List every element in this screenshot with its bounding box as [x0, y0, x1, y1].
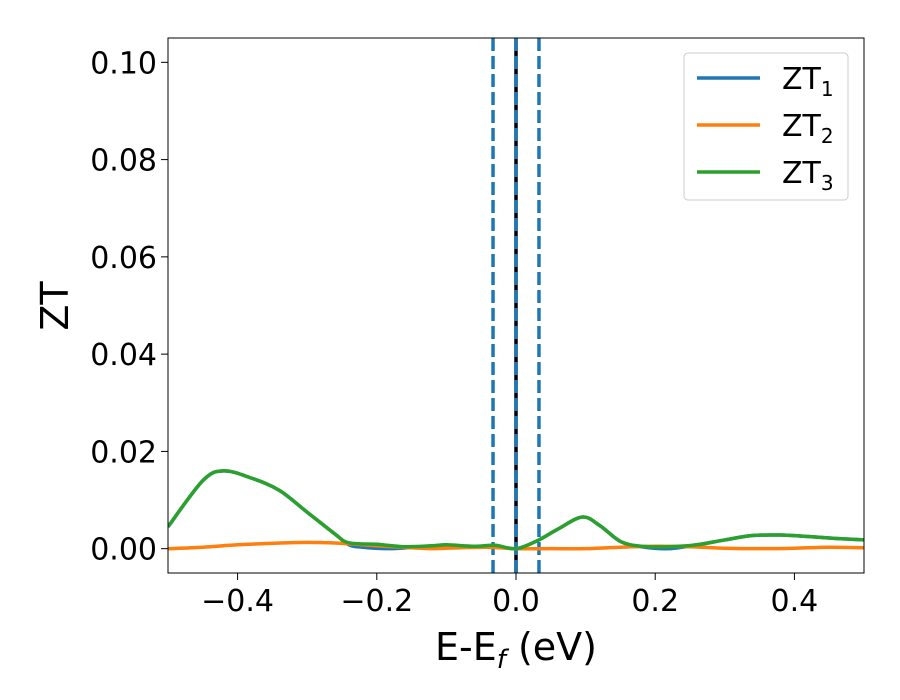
x-tick-label-3: 0.0	[492, 584, 540, 619]
reference-lines	[491, 38, 541, 573]
y-tick-label-1: 0.00	[90, 533, 157, 568]
x-tick-label-2: −0.2	[340, 584, 413, 619]
x-tick-label-5: 0.4	[771, 584, 819, 619]
y-axis-label: ZT	[33, 281, 77, 331]
y-tick-label-6: 0.10	[90, 46, 157, 81]
x-tick-label-1: −0.4	[201, 584, 274, 619]
legend-label-2: ZT2	[782, 109, 834, 148]
y-tick-label-4: 0.06	[90, 241, 157, 276]
legend-label-3: ZT3	[782, 156, 834, 195]
x-axis: −0.4 −0.2 0.0 0.2 0.4	[201, 573, 818, 619]
series-line-3	[168, 469, 864, 551]
y-tick-label-5: 0.08	[90, 144, 157, 179]
legend-label-1: ZT1	[782, 62, 834, 101]
series-layer	[168, 469, 864, 551]
y-tick-label-2: 0.02	[90, 435, 157, 470]
y-axis: 0.00 0.02 0.04 0.06 0.08 0.10	[90, 46, 168, 568]
x-tick-label-4: 0.2	[631, 584, 679, 619]
y-tick-label-3: 0.04	[90, 338, 157, 373]
legend-box	[683, 52, 849, 201]
x-axis-label: E-Ef (eV)	[435, 625, 597, 675]
legend: ZT1 ZT2 ZT3	[683, 52, 849, 201]
